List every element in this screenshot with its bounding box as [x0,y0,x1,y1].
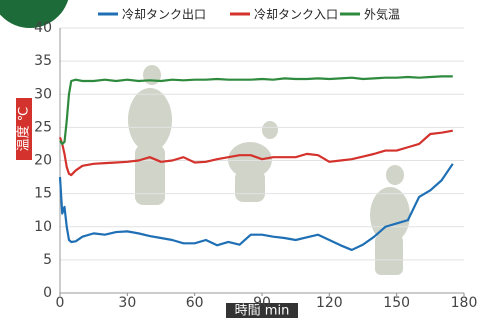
y-tick-label: 15 [34,186,52,202]
y-tick-label: 10 [34,219,52,235]
x-tick-label: 30 [118,295,136,311]
y-tick-label: 40 [34,20,52,36]
legend-label: 冷却タンク入口 [254,8,338,22]
y-tick-label: 5 [43,252,52,268]
x-tick-label: 90 [253,295,271,311]
y-axis-label: 温度 ℃ [16,107,32,152]
x-tick-label: 180 [451,295,477,311]
series-line [60,76,453,144]
x-tick-label: 0 [56,295,65,311]
y-tick-label: 25 [34,119,52,135]
x-tick-label: 120 [316,295,343,311]
y-tick-label: 30 [34,86,52,102]
x-tick-label: 150 [383,295,410,311]
chart: 温度 ℃ 時間 min 0510152025303540030609012015… [0,0,477,318]
y-tick-label: 35 [34,53,52,69]
x-tick-label: 60 [186,295,204,311]
silhouettes [128,65,410,275]
y-tick-label: 20 [34,153,52,169]
y-tick-label: 0 [43,285,52,301]
page: {"chart_data": {"type": "line", "x": [0,… [0,0,477,318]
legend-label: 外気温 [364,7,400,22]
legend-label: 冷却タンク出口 [122,8,206,22]
